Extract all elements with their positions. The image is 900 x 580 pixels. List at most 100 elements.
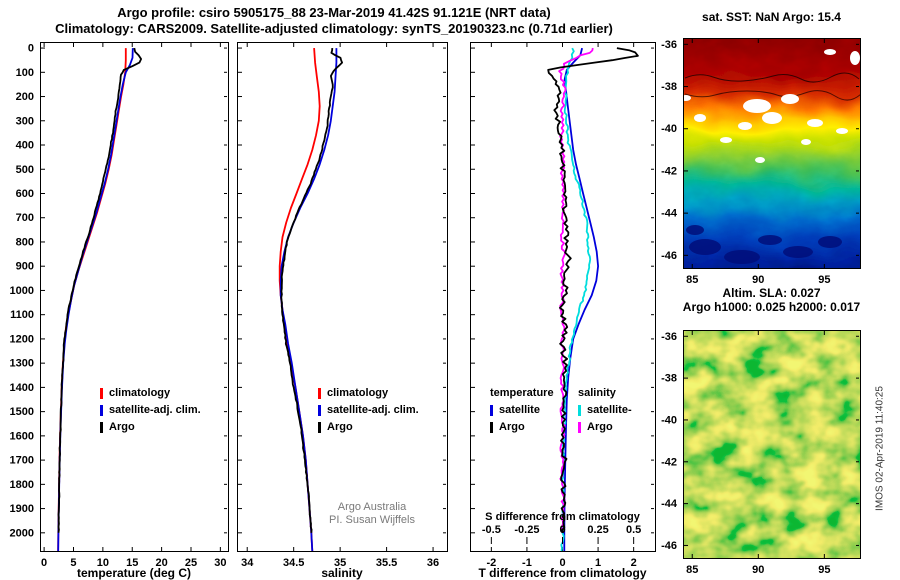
svg-text:400: 400 xyxy=(16,140,34,152)
legend-label: satellite xyxy=(499,404,540,416)
svg-text:-40: -40 xyxy=(661,123,677,135)
figure-title: Argo profile: csiro 5905175_88 23-Mar-20… xyxy=(117,5,551,20)
satellite-clim-swatch xyxy=(318,405,321,416)
series-argo xyxy=(280,48,343,533)
legend-item-argo: Argo xyxy=(100,419,201,436)
svg-text:0: 0 xyxy=(28,43,34,55)
svg-text:100: 100 xyxy=(16,67,34,79)
data-credit: Argo Australia PI. Susan Wijffels xyxy=(307,501,437,527)
svg-text:900: 900 xyxy=(16,261,34,273)
legend-label: climatology xyxy=(327,387,389,399)
svg-text:1800: 1800 xyxy=(10,479,34,491)
sst-field xyxy=(683,38,860,268)
panel-salinity: 34 34.5 35 35.5 36 salinity xyxy=(237,42,448,580)
svg-text:-1: -1 xyxy=(522,557,532,569)
svg-text:25: 25 xyxy=(185,557,197,569)
svg-text:85: 85 xyxy=(686,274,698,286)
svg-text:700: 700 xyxy=(16,212,34,224)
svg-text:85: 85 xyxy=(686,564,698,576)
svg-text:300: 300 xyxy=(16,115,34,127)
series-temperature-argo xyxy=(547,47,639,534)
svg-text:34: 34 xyxy=(241,557,254,569)
panel-difference: -2 -1 0 1 2T difference from climatology -0.5… xyxy=(470,42,656,580)
svg-text:35: 35 xyxy=(334,557,346,569)
svg-text:1200: 1200 xyxy=(10,333,34,345)
svg-text:2: 2 xyxy=(631,557,637,569)
difference-legend-temperature: temperature satellite Argo xyxy=(490,385,554,436)
svg-text:-46: -46 xyxy=(661,540,677,552)
svg-text:36: 36 xyxy=(427,557,439,569)
svg-text:1: 1 xyxy=(595,557,601,569)
satellite-clim-swatch xyxy=(100,405,103,416)
svg-text:0: 0 xyxy=(559,524,565,536)
svg-text:20: 20 xyxy=(155,557,167,569)
svg-text:-42: -42 xyxy=(661,456,677,468)
legend-item-climatology: climatology xyxy=(318,385,419,402)
climatology-swatch xyxy=(318,388,321,399)
map-sst: 85 90 95 -36 -38 -40 -42 -44 -46 xyxy=(661,38,861,286)
argo-swatch xyxy=(100,422,103,433)
svg-text:90: 90 xyxy=(752,564,764,576)
svg-text:95: 95 xyxy=(818,564,830,576)
series-temperature-satellite xyxy=(563,47,599,551)
svg-text:0.25: 0.25 xyxy=(587,524,608,536)
legend-label: Argo xyxy=(327,421,353,433)
legend-label: Argo xyxy=(499,421,525,433)
legend-label: satellite- xyxy=(587,404,632,416)
legend-item-argo: Argo xyxy=(578,419,632,436)
sla-field xyxy=(683,330,860,558)
svg-text:1000: 1000 xyxy=(10,285,34,297)
argo-swatch xyxy=(578,422,581,433)
svg-text:0: 0 xyxy=(41,557,47,569)
legend-item-satellite-clim: satellite-adj. clim. xyxy=(318,402,419,419)
difference-legend-salinity: salinity satellite- Argo xyxy=(578,385,632,436)
legend-label: Argo xyxy=(109,421,135,433)
svg-text:1700: 1700 xyxy=(10,455,34,467)
svg-text:95: 95 xyxy=(818,274,830,286)
legend-header-temperature: temperature xyxy=(490,387,554,399)
svg-text:30: 30 xyxy=(214,557,226,569)
svg-text:-44: -44 xyxy=(661,208,678,220)
climatology-swatch xyxy=(100,388,103,399)
svg-text:1500: 1500 xyxy=(10,406,34,418)
svg-text:800: 800 xyxy=(16,236,34,248)
argo-swatch xyxy=(318,422,321,433)
sla-map-title: Altim. SLA: 0.027 xyxy=(722,286,821,300)
legend-header-salinity: salinity xyxy=(578,387,616,399)
legend-label: Argo xyxy=(587,421,613,433)
sla-map-subtitle: Argo h1000: 0.025 h2000: 0.017 xyxy=(682,300,861,314)
svg-text:-42: -42 xyxy=(661,165,677,177)
svg-text:-0.25: -0.25 xyxy=(514,524,539,536)
svg-text:2000: 2000 xyxy=(10,527,34,539)
svg-text:-38: -38 xyxy=(661,81,677,93)
svg-text:-2: -2 xyxy=(486,557,496,569)
svg-text:-44: -44 xyxy=(661,498,678,510)
svg-text:-38: -38 xyxy=(661,373,677,385)
series-climatology xyxy=(278,48,321,552)
svg-text:1300: 1300 xyxy=(10,358,34,370)
svg-text:35.5: 35.5 xyxy=(376,557,397,569)
argo-swatch xyxy=(490,422,493,433)
svg-text:34.5: 34.5 xyxy=(283,557,304,569)
series-argo xyxy=(57,47,142,533)
s-difference-axis-label: S difference from climatology xyxy=(485,511,640,523)
svg-text:200: 200 xyxy=(16,91,34,103)
svg-text:600: 600 xyxy=(16,188,34,200)
svg-text:-36: -36 xyxy=(661,331,677,343)
legend-item-satellite: satellite xyxy=(490,402,554,419)
svg-text:1900: 1900 xyxy=(10,503,34,515)
svg-text:0.5: 0.5 xyxy=(626,524,641,536)
svg-text:-46: -46 xyxy=(661,250,677,262)
legend-item-satellite: satellite- xyxy=(578,402,632,419)
svg-text:-0.5: -0.5 xyxy=(482,524,501,536)
svg-text:-36: -36 xyxy=(661,39,677,51)
svg-text:-40: -40 xyxy=(661,414,677,426)
svg-text:T difference from climatology: T difference from climatology xyxy=(478,566,646,580)
temperature-legend: climatology satellite-adj. clim. Argo xyxy=(100,385,201,436)
satellite-swatch xyxy=(490,405,493,416)
credit-line-1: Argo Australia xyxy=(337,501,407,513)
svg-text:1600: 1600 xyxy=(10,430,34,442)
legend-label: climatology xyxy=(109,387,171,399)
legend-label: satellite-adj. clim. xyxy=(109,404,201,416)
